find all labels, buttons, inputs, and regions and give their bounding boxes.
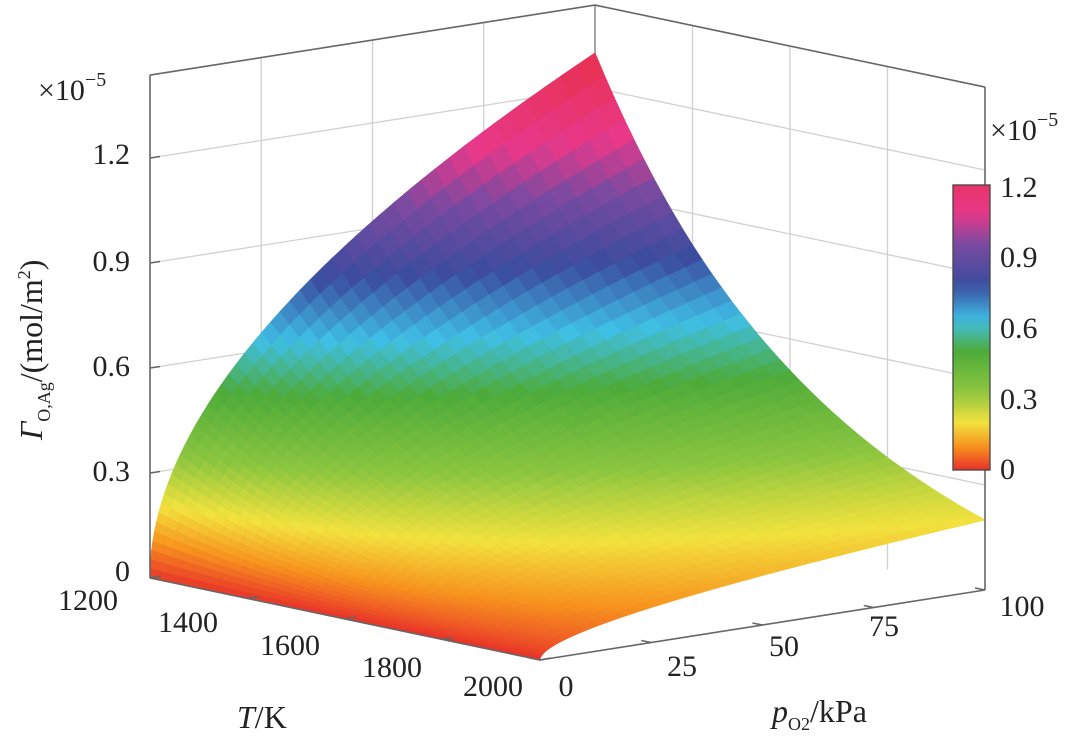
z-tick-mark — [149, 155, 161, 159]
x-tick-mark — [149, 575, 162, 579]
y-tick-mark — [641, 639, 652, 644]
y-tick: 50 — [769, 630, 799, 663]
x-tick-mark — [344, 616, 357, 620]
colorbar — [952, 184, 991, 471]
x-tick: 1600 — [260, 629, 320, 662]
x-tick-mark — [442, 636, 454, 641]
y-tick: 0 — [559, 670, 574, 703]
top-edge — [594, 4, 986, 88]
colorbar-tick: 1.2 — [1000, 171, 1038, 204]
x-tick-mark — [247, 595, 259, 600]
z-multiplier: ×10−5 — [38, 69, 106, 107]
z-axis-label: ΓO,Ag/(mol/m2) — [13, 260, 54, 441]
z-tick-mark — [149, 470, 161, 474]
colorbar-fill — [952, 184, 991, 471]
y-tick-mark — [974, 587, 986, 591]
z-tick-mark — [149, 365, 161, 369]
x-axis-label: T/K — [237, 699, 287, 735]
colorbar-tick: 0.6 — [1000, 312, 1038, 345]
y-tick: 75 — [869, 610, 899, 643]
axes-frame — [149, 4, 986, 661]
x-tick: 1400 — [158, 606, 218, 639]
x-tick: 2000 — [463, 670, 523, 703]
y-axis-label: pO2/kPa — [770, 693, 867, 734]
colorbar-tick: 0.9 — [1000, 241, 1038, 274]
x-tick: 1800 — [362, 651, 422, 684]
colorbar-tick: 0 — [1000, 453, 1015, 486]
y-tick: 25 — [667, 650, 697, 683]
y-tick-mark — [752, 622, 763, 626]
z-tick: 0.9 — [93, 245, 131, 278]
top-edge — [149, 4, 596, 76]
x-tick: 1200 — [58, 584, 118, 617]
surface — [149, 52, 987, 661]
z-tick: 0.6 — [93, 350, 131, 383]
colorbar-tick: 0.3 — [1000, 383, 1038, 416]
y-tick-mark — [863, 604, 874, 609]
z-tick: 1.2 — [93, 138, 131, 171]
y-tick-mark — [529, 657, 541, 661]
y-tick: 100 — [1000, 590, 1045, 623]
z-tick: 0 — [115, 555, 130, 588]
x-tick-mark — [539, 657, 552, 661]
z-tick: 0.3 — [93, 455, 131, 488]
colorbar-multiplier: ×10−5 — [990, 109, 1058, 147]
z-tick-mark — [149, 260, 161, 264]
